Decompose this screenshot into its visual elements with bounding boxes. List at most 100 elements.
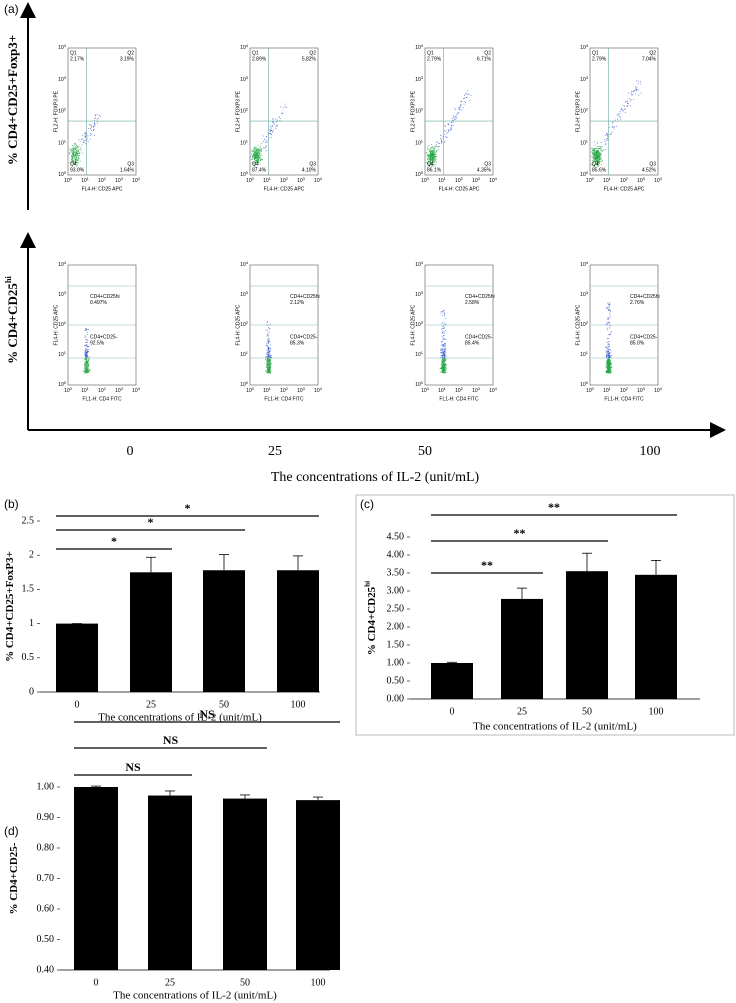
event-dot xyxy=(605,143,607,145)
event-dot xyxy=(265,139,267,141)
event-dot xyxy=(76,164,78,166)
event-dot xyxy=(75,159,77,161)
x-category: 25 xyxy=(268,444,282,459)
quadrant-value: 87.4% xyxy=(252,167,267,173)
event-dot xyxy=(443,314,445,316)
event-dot xyxy=(433,153,435,155)
event-dot xyxy=(607,363,609,365)
event-dot xyxy=(77,158,79,160)
tick-base: 10 xyxy=(81,178,87,184)
event-dot xyxy=(609,352,611,354)
event-dot xyxy=(461,109,463,111)
event-dot xyxy=(599,146,601,148)
event-dot xyxy=(73,159,75,161)
event-dot xyxy=(620,108,622,110)
event-dot xyxy=(609,312,611,314)
event-dot xyxy=(592,148,594,150)
y-tick-label: 0.70 xyxy=(37,873,55,884)
tick-exp: 4 xyxy=(660,386,663,391)
event-dot xyxy=(86,345,88,347)
event-dot xyxy=(84,363,86,365)
event-dot xyxy=(452,122,454,124)
event-dot xyxy=(442,363,444,365)
event-dot xyxy=(265,370,267,372)
event-dot xyxy=(259,160,261,162)
event-dot xyxy=(88,364,90,366)
tick-exp: 2 xyxy=(586,320,589,325)
event-dot xyxy=(434,148,436,150)
tick-label: 101 xyxy=(438,386,447,394)
event-dot xyxy=(607,318,609,320)
event-dot xyxy=(260,143,262,145)
event-dot xyxy=(450,128,452,130)
event-dot xyxy=(88,356,90,358)
event-dot xyxy=(428,145,430,147)
tick-exp: 0 xyxy=(421,170,424,175)
event-dot xyxy=(255,149,257,151)
tick-label: 100 xyxy=(415,380,424,388)
x-axis-label: FL1-H: CD4 FITC xyxy=(439,396,479,402)
event-dot xyxy=(86,364,88,366)
event-dot xyxy=(260,150,262,152)
event-dot xyxy=(433,152,435,154)
y-axis-label: FL4-H: CD25 APC xyxy=(410,304,416,345)
tick-label: 100 xyxy=(415,170,424,178)
event-dot xyxy=(434,151,436,153)
event-dot xyxy=(609,126,611,128)
event-dot xyxy=(268,364,270,366)
event-dot xyxy=(441,370,443,372)
y-axis-label: FL4-H: CD25 APC xyxy=(235,304,241,345)
event-dot xyxy=(445,370,447,372)
x-category: 100 xyxy=(640,444,661,459)
tick-base: 10 xyxy=(620,178,626,184)
event-dot xyxy=(275,118,277,120)
event-dot xyxy=(71,147,73,149)
event-dot xyxy=(256,150,258,152)
event-dot xyxy=(262,135,264,137)
event-dot xyxy=(96,118,98,120)
event-dot xyxy=(427,166,429,168)
event-dot xyxy=(607,360,609,362)
tick-label: 101 xyxy=(438,176,447,184)
tick-label: 101 xyxy=(603,176,612,184)
event-dot xyxy=(611,125,613,127)
tick-label: 100 xyxy=(246,176,255,184)
tick-base: 10 xyxy=(580,322,586,328)
event-dot xyxy=(268,352,270,354)
event-dot xyxy=(445,349,447,351)
event-dot xyxy=(74,161,76,163)
event-dot xyxy=(594,156,596,158)
event-dot xyxy=(259,153,261,155)
event-dot xyxy=(86,344,88,346)
event-dot xyxy=(609,361,611,363)
event-dot xyxy=(427,159,429,161)
event-dot xyxy=(79,155,81,157)
quadrant-value: 93.0% xyxy=(70,167,85,173)
event-dot xyxy=(444,351,446,353)
quadrant-name: Q3 xyxy=(127,161,134,167)
event-dot xyxy=(87,329,89,331)
event-dot xyxy=(254,157,256,159)
event-dot xyxy=(430,146,432,148)
event-dot xyxy=(433,154,435,156)
event-dot xyxy=(257,150,259,152)
event-dot xyxy=(611,126,613,128)
event-dot xyxy=(444,350,446,352)
quadrant-value: 7.04% xyxy=(642,56,657,62)
event-dot xyxy=(608,369,610,371)
event-dot xyxy=(272,129,274,131)
tick-exp: 2 xyxy=(626,176,629,181)
event-dot xyxy=(74,153,76,155)
event-dot xyxy=(72,160,74,162)
tick-exp: 4 xyxy=(586,43,589,48)
event-dot xyxy=(609,302,611,304)
event-dot xyxy=(429,155,431,157)
event-dot xyxy=(431,164,433,166)
event-dot xyxy=(611,366,613,368)
event-dot xyxy=(427,155,429,157)
event-dot xyxy=(616,118,618,120)
y-tick-label: 1 xyxy=(29,618,34,629)
tick-base: 10 xyxy=(81,388,87,394)
